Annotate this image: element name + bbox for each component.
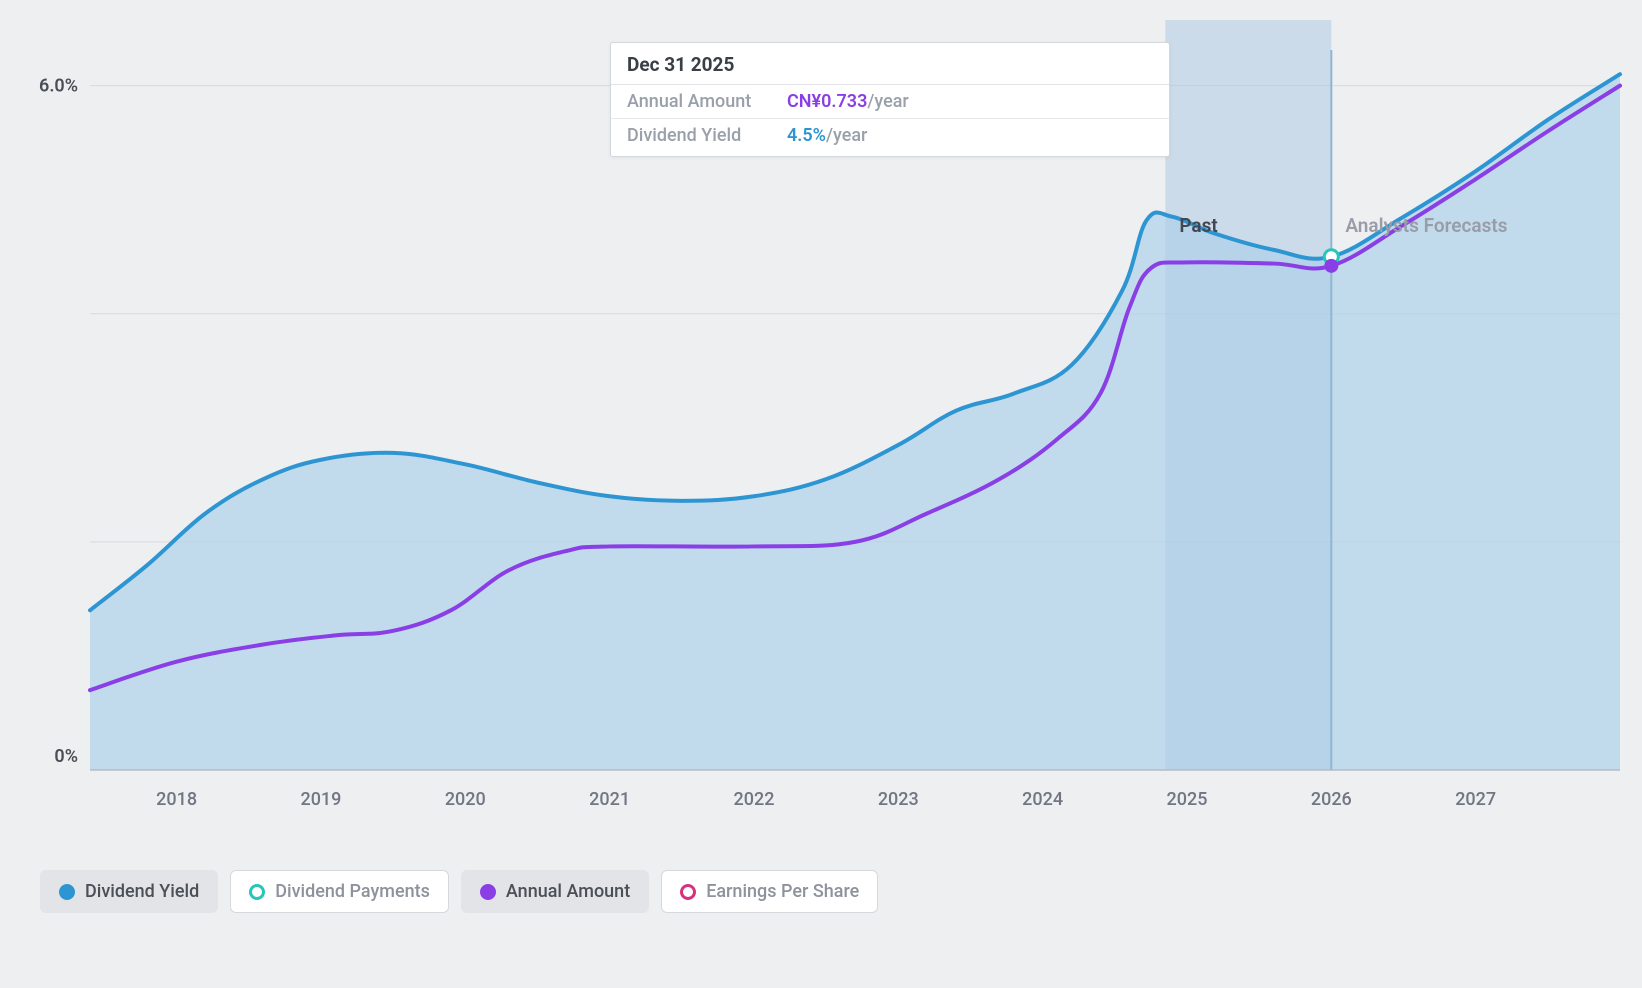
x-tick-label: 2025 xyxy=(1167,789,1208,810)
legend-label: Earnings Per Share xyxy=(706,881,859,902)
x-tick-label: 2019 xyxy=(300,789,341,810)
legend-swatch xyxy=(249,884,265,900)
tooltip-date: Dec 31 2025 xyxy=(611,43,1169,85)
legend-swatch xyxy=(480,884,496,900)
chart-legend: Dividend Yield Dividend Payments Annual Am… xyxy=(40,870,878,913)
tooltip-row: Annual AmountCN¥0.733/year xyxy=(611,85,1169,119)
legend-label: Dividend Yield xyxy=(85,881,199,902)
legend-swatch xyxy=(59,884,75,900)
x-tick-label: 2022 xyxy=(734,789,775,810)
tooltip-row-suffix: /year xyxy=(867,91,908,112)
x-tick-label: 2027 xyxy=(1455,789,1496,810)
legend-swatch xyxy=(680,884,696,900)
tooltip-row-value: CN¥0.733 xyxy=(787,91,867,112)
chart-tooltip: Dec 31 2025 Annual AmountCN¥0.733/yearDi… xyxy=(610,42,1170,157)
legend-item[interactable]: Earnings Per Share xyxy=(661,870,878,913)
dividend-yield-area xyxy=(90,74,1620,770)
legend-label: Dividend Payments xyxy=(275,881,430,902)
tooltip-row: Dividend Yield4.5%/year xyxy=(611,119,1169,156)
y-tick-label: 0% xyxy=(54,746,78,767)
past-label: Past xyxy=(1179,214,1217,237)
x-tick-label: 2024 xyxy=(1022,789,1063,810)
tooltip-row-value: 4.5% xyxy=(787,125,826,146)
y-tick-label: 6.0% xyxy=(39,76,78,97)
tooltip-row-label: Annual Amount xyxy=(627,91,787,112)
tooltip-row-label: Dividend Yield xyxy=(627,125,787,146)
x-tick-label: 2023 xyxy=(878,789,919,810)
x-tick-label: 2026 xyxy=(1311,789,1352,810)
dividend-chart: 0% 6.0% 2018 2019 2020 2021 2022 2023 2024 2025 20… xyxy=(0,0,1642,988)
legend-item[interactable]: Annual Amount xyxy=(461,870,649,913)
legend-label: Annual Amount xyxy=(506,881,630,902)
x-tick-label: 2020 xyxy=(445,789,486,810)
chart-marker xyxy=(1324,259,1338,273)
tooltip-row-suffix: /year xyxy=(826,125,867,146)
x-tick-label: 2018 xyxy=(156,789,197,810)
forecast-label: Analysts Forecasts xyxy=(1345,214,1507,237)
legend-item[interactable]: Dividend Yield xyxy=(40,870,218,913)
x-tick-label: 2021 xyxy=(589,789,630,810)
legend-item[interactable]: Dividend Payments xyxy=(230,870,449,913)
